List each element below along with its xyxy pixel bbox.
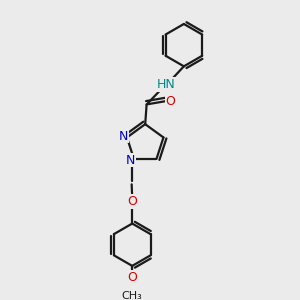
Text: O: O [127, 195, 137, 208]
Text: O: O [166, 94, 176, 107]
Text: N: N [118, 130, 128, 142]
Text: N: N [126, 154, 135, 166]
Text: HN: HN [157, 78, 176, 91]
Text: O: O [127, 271, 137, 284]
Text: CH₃: CH₃ [122, 291, 142, 300]
